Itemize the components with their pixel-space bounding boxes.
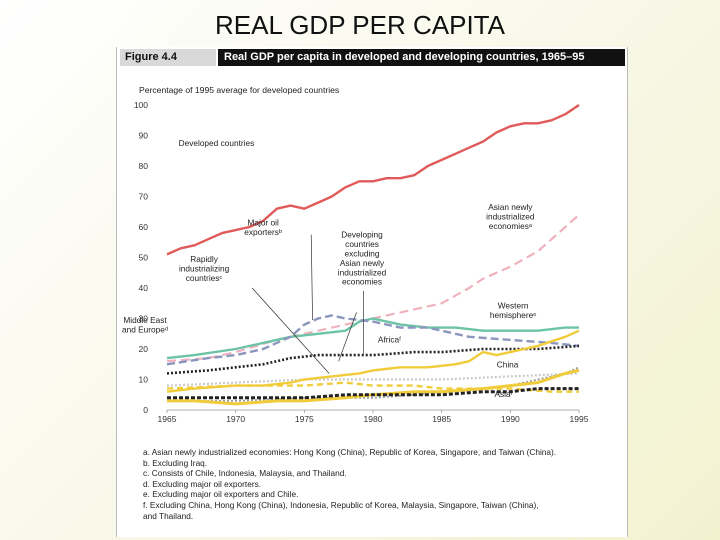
y-tick-label: 10 (139, 375, 149, 385)
y-tick-label: 100 (134, 100, 148, 110)
footnotes: a. Asian newly industrialized economies:… (143, 447, 623, 521)
footnote-c: c. Consists of Chile, Indonesia, Malaysi… (143, 468, 347, 479)
annotation-label: Africaᶠ (378, 334, 401, 344)
series-line (166, 317, 579, 360)
annotation-label: Middle East and Europeᵈ (122, 315, 168, 334)
annotation-line: countries (345, 239, 379, 249)
annotation-label: Rapidly industrializing countriesᶜ (179, 254, 230, 283)
annotation-line: Asiaᶠ (494, 389, 512, 399)
slide-number: 38 (682, 502, 698, 518)
series-line (166, 372, 580, 387)
x-tick-label: 1990 (501, 414, 520, 424)
annotation-label: Developing countries excluding Asian newly i… (338, 230, 387, 287)
annotation-label: Western hemisphereᵉ (490, 300, 536, 319)
slide-title: REAL GDP PER CAPITA (215, 10, 505, 40)
annotation-line: industrialized (486, 212, 535, 222)
y-tick-label: 70 (139, 192, 149, 202)
x-tick-label: 1980 (364, 414, 383, 424)
y-tick-label: 60 (139, 222, 149, 232)
x-tick-label: 1965 (158, 414, 177, 424)
figure-label: Figure 4.4 (120, 49, 216, 66)
annotation-line: economies (342, 277, 382, 287)
footnote-f-continued: and Thailand. (143, 510, 194, 521)
leader-line (310, 234, 313, 321)
figure-panel: Figure 4.4 Real GDP per capita in develo… (116, 47, 628, 537)
annotation-line: hemisphereᵉ (490, 310, 536, 320)
annotation-line: Rapidly (190, 254, 219, 264)
axis-ticks: 1965 1970 1975 1980 1985 1990 1995 0 10 20 30 40 50 6… (134, 100, 589, 424)
annotation-line: China (497, 359, 519, 369)
x-tick-label: 1985 (432, 414, 451, 424)
annotation-line: Asian newly (340, 258, 385, 268)
series-line (166, 314, 580, 366)
line-chart: Percentage of 1995 average for developed… (122, 85, 589, 424)
annotation-line: countriesᶜ (186, 273, 223, 283)
figure-caption: Real GDP per capita in developed and dev… (218, 49, 625, 66)
footnote-d: d. Excluding major oil exporters. (143, 478, 262, 489)
annotation-line: exportersᵇ (244, 227, 282, 237)
y-tick-label: 40 (139, 283, 149, 293)
series-line (167, 366, 580, 402)
y-tick-label: 30 (139, 314, 149, 324)
annotation-line: Developing (341, 230, 383, 240)
annotation-line: Developed countries (179, 138, 255, 148)
x-tick-label: 1975 (295, 414, 314, 424)
annotation-line: industrialized (338, 267, 387, 277)
series-line (166, 104, 580, 256)
series-line (166, 344, 580, 375)
y-tick-label: 80 (139, 161, 149, 171)
series-line (166, 329, 580, 393)
footnote-e: e. Excluding major oil exporters and Chi… (143, 489, 299, 500)
annotation-label: Asian newly industrialized economiesᵃ (486, 202, 535, 231)
annotation-line: Western (498, 300, 529, 310)
footnote-a: a. Asian newly industrialized economies:… (143, 447, 557, 457)
leader-line (338, 312, 357, 362)
series-line (166, 213, 580, 363)
annotation-line: Africaᶠ (378, 334, 401, 344)
annotation-line: Asian newly (488, 202, 533, 212)
annotation-line: and Europeᵈ (122, 324, 168, 334)
annotation-label: China (497, 359, 519, 369)
annotation-line: Middle East (123, 315, 167, 325)
x-tick-label: 1995 (570, 414, 589, 424)
annotation-line: economiesᵃ (489, 221, 533, 231)
footnote-f: f. Excluding China, Hong Kong (China), I… (143, 499, 539, 510)
series-line (167, 368, 580, 406)
y-tick-label: 50 (139, 253, 149, 263)
y-tick-label: 90 (139, 131, 149, 141)
footnote-b: b. Excluding Iraq. (143, 457, 208, 468)
annotation-label: Major oil exportersᵇ (244, 217, 282, 236)
annotation-label: Asiaᶠ (494, 389, 512, 399)
annotation-label: Developed countries (179, 138, 255, 148)
leader-lines (251, 234, 364, 374)
leader-line (251, 287, 330, 374)
y-tick-label: 20 (139, 344, 149, 354)
series-line (166, 381, 579, 393)
annotation-line: excluding (344, 248, 379, 258)
series-line (167, 387, 579, 400)
y-axis-label: Percentage of 1995 average for developed… (139, 85, 339, 95)
annotation-line: industrializing (179, 263, 230, 273)
x-tick-label: 1970 (226, 414, 245, 424)
annotation-line: Major oil (247, 217, 279, 227)
y-tick-label: 0 (143, 405, 148, 415)
series-group (166, 104, 580, 406)
